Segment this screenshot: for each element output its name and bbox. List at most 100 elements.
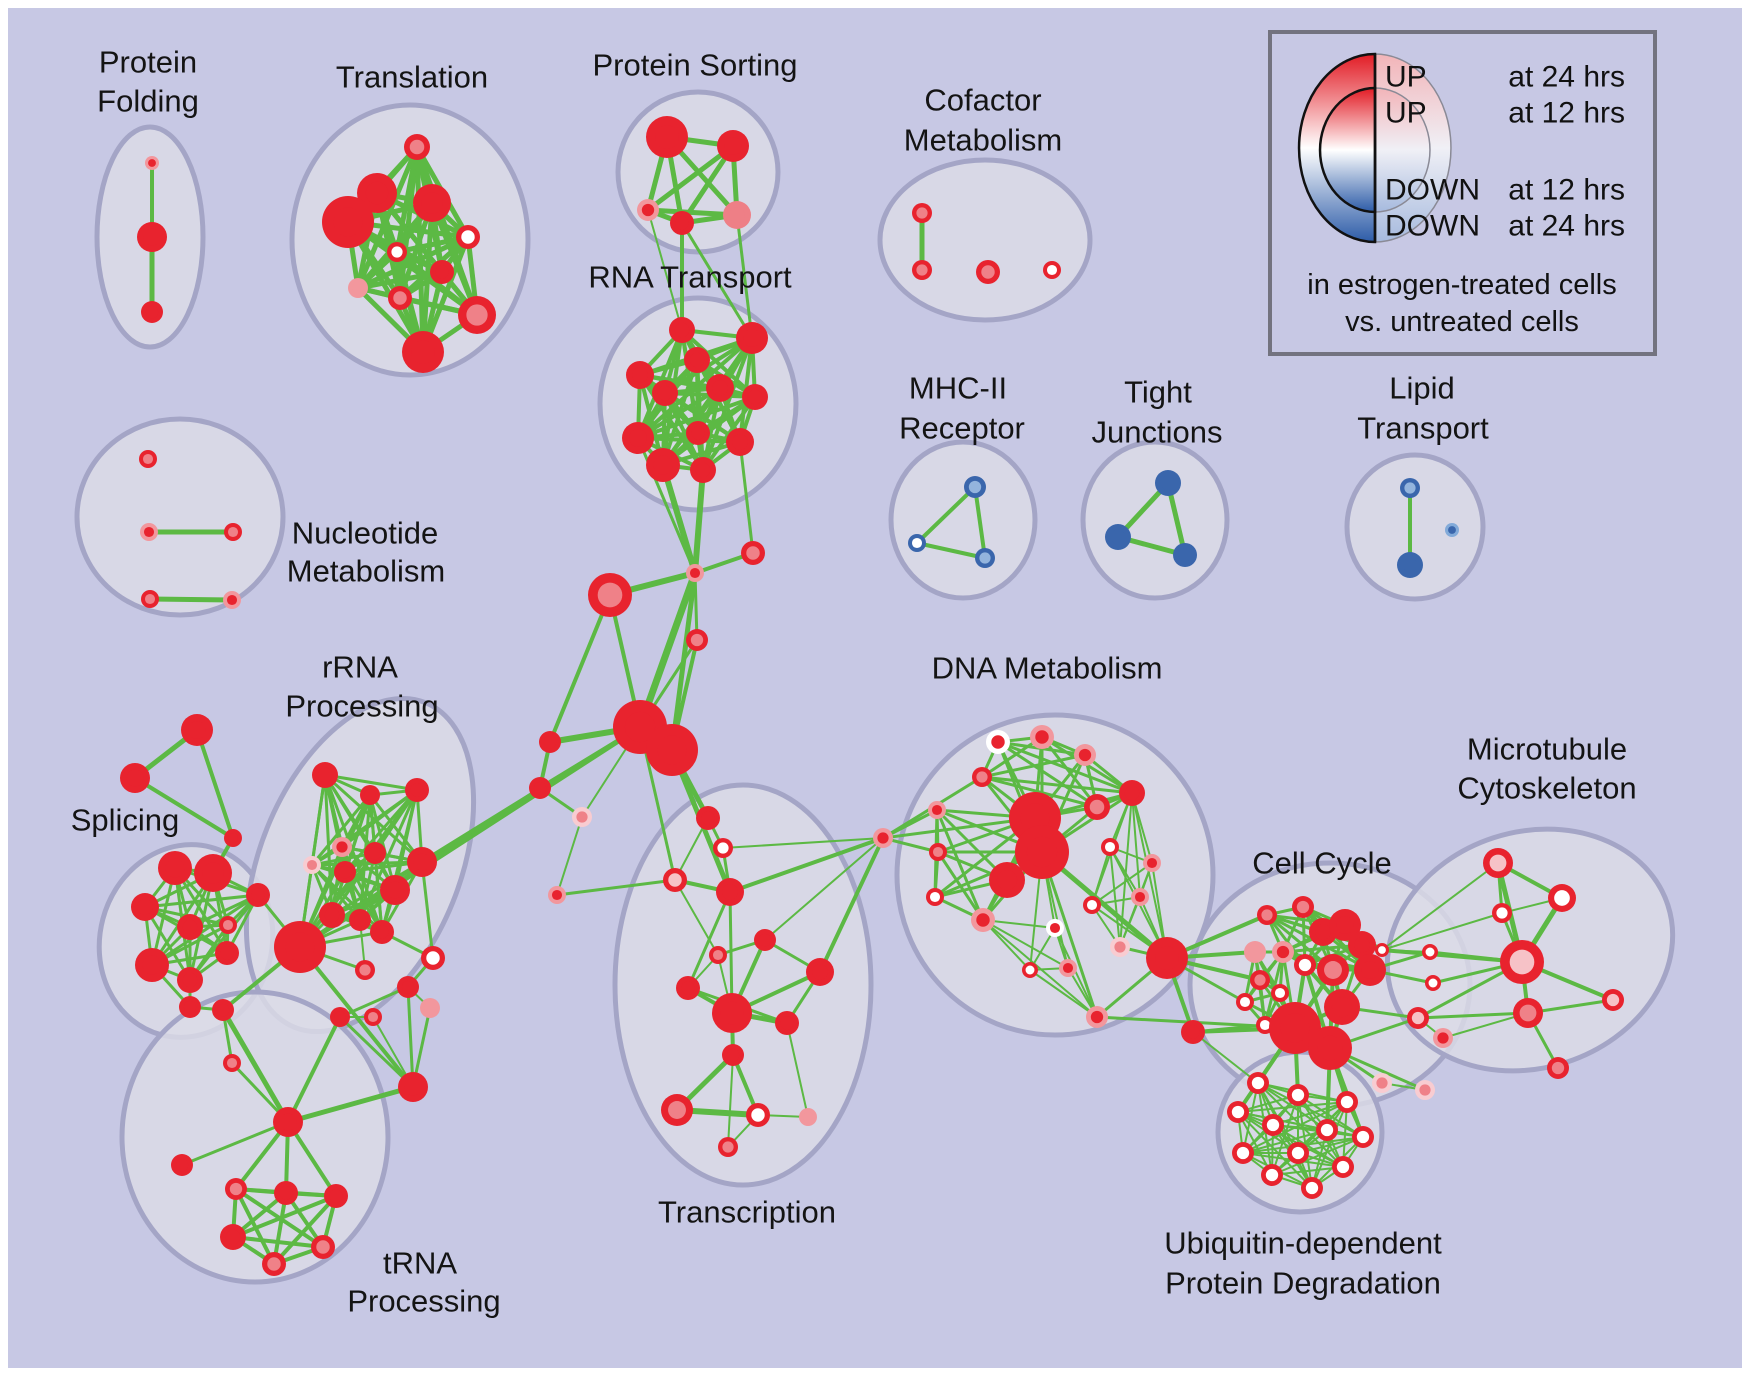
edge — [1131, 792, 1168, 959]
node-dm0 — [986, 730, 1010, 754]
node-lp1 — [1397, 552, 1423, 578]
node-ub9 — [1332, 1156, 1354, 1178]
edge — [686, 890, 732, 990]
node-cn1 — [223, 1054, 241, 1072]
node-pf2 — [141, 301, 163, 323]
node-tc14 — [718, 1137, 738, 1157]
edge — [982, 919, 1056, 929]
node-tc12 — [746, 1103, 770, 1127]
cluster-label-cofactor: Cofactor — [924, 83, 1041, 118]
legend-ring-12h-left — [1318, 86, 1377, 214]
node-a2 — [224, 829, 242, 847]
node-tn3 — [274, 1181, 298, 1205]
node-mt5 — [1500, 940, 1544, 984]
node-rr18 — [364, 1008, 382, 1026]
cluster-label-receptor: Receptor — [899, 411, 1025, 446]
cluster-label-splicing: Splicing — [71, 803, 180, 838]
edge — [738, 440, 755, 555]
node-s1 — [529, 777, 551, 799]
node-t0 — [404, 134, 430, 160]
edge — [394, 234, 471, 255]
node-rr2 — [405, 778, 429, 802]
node-cc8 — [1317, 954, 1349, 986]
node-s0 — [539, 731, 561, 753]
node-cg0 — [1269, 1002, 1321, 1054]
node-dm13 — [926, 888, 944, 906]
legend-ring-12h-right — [1374, 87, 1431, 213]
edge — [728, 836, 885, 894]
edge — [980, 753, 1087, 779]
edge — [323, 773, 384, 934]
edge — [231, 1194, 338, 1239]
node-rrh — [274, 921, 326, 973]
node-rr17 — [330, 1007, 350, 1027]
node-cm3 — [1043, 261, 1061, 279]
edge — [1416, 1011, 1530, 1020]
node-ub10 — [1261, 1164, 1283, 1186]
node-nm3 — [141, 590, 159, 608]
edge — [143, 893, 260, 909]
node-cc19 — [1407, 1007, 1429, 1029]
node-rr14 — [355, 960, 375, 980]
node-t5 — [387, 242, 407, 262]
node-sp0 — [194, 854, 232, 892]
node-mh2 — [975, 548, 995, 568]
node-cc21 — [1372, 1073, 1392, 1093]
edge — [1119, 792, 1133, 948]
node-tc1 — [713, 838, 733, 858]
node-dm19 — [1059, 959, 1077, 977]
node-nm2 — [224, 523, 242, 541]
cluster-label-cytoskeleton: Cytoskeleton — [1457, 771, 1636, 806]
node-cc6 — [1272, 941, 1294, 963]
node-cc14 — [1324, 989, 1360, 1025]
edge — [231, 1235, 325, 1249]
cluster-label-ubiquitin-dependent: Ubiquitin-dependent — [1164, 1226, 1442, 1261]
cluster-label-dna-metabolism: DNA Metabolism — [932, 651, 1163, 686]
edge — [420, 725, 642, 864]
legend-up-12-direction: UP — [1385, 97, 1427, 130]
cluster-label-protein-sorting: Protein Sorting — [592, 48, 797, 83]
node-dm18 — [1022, 962, 1038, 978]
cluster-ellipse-6 — [888, 439, 1038, 601]
edge — [310, 788, 419, 867]
edge — [272, 1191, 288, 1266]
node-tn2 — [225, 1178, 247, 1200]
node-dmb — [1146, 937, 1188, 979]
node-sp6 — [135, 948, 169, 982]
node-dm3 — [972, 767, 992, 787]
node-dm12 — [1131, 888, 1149, 906]
node-cc22 — [1415, 1080, 1435, 1100]
legend-down-24-time: at 24 hrs — [1508, 210, 1625, 243]
edge — [636, 569, 699, 731]
node-rn4 — [652, 380, 678, 406]
node-rr9 — [319, 902, 345, 928]
node-dm5 — [873, 828, 893, 848]
edge — [881, 808, 939, 840]
node-dm14 — [971, 908, 995, 932]
node-mt7 — [1602, 989, 1624, 1011]
edge — [982, 919, 1069, 969]
edge — [1109, 846, 1121, 948]
legend-note-line1: in estrogen-treated cells — [1307, 269, 1617, 301]
node-rr15 — [397, 976, 419, 998]
edge — [980, 775, 1099, 809]
edge — [660, 462, 698, 576]
node-dm1 — [1030, 725, 1054, 749]
edge — [693, 571, 699, 642]
edge — [1297, 1136, 1364, 1154]
node-t8 — [388, 286, 412, 310]
node-rn7 — [622, 422, 654, 454]
node-ub7 — [1232, 1142, 1254, 1164]
node-tj0 — [1155, 470, 1181, 496]
node-t9 — [458, 296, 496, 334]
node-pf1 — [137, 222, 167, 252]
edge — [355, 269, 445, 291]
node-cn0 — [212, 999, 234, 1021]
edge — [1040, 735, 1099, 809]
node-tc0 — [696, 806, 720, 830]
edge — [1131, 792, 1141, 898]
cluster-label-trna: tRNA — [383, 1246, 457, 1281]
node-rn0 — [669, 317, 695, 343]
node-ps2 — [637, 199, 659, 221]
node-tn4 — [324, 1184, 348, 1208]
